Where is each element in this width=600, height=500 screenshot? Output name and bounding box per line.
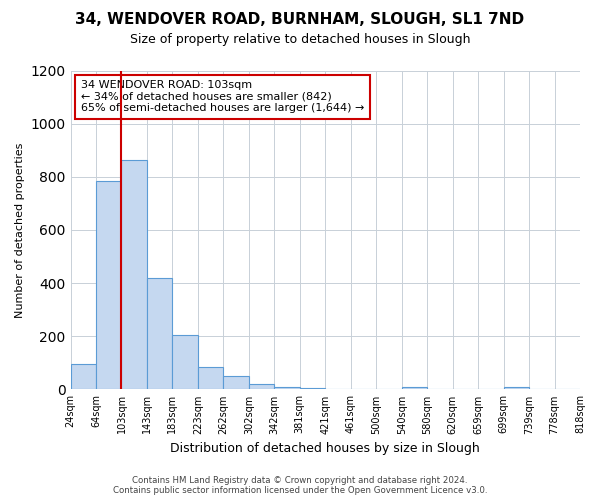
Bar <box>147 278 172 390</box>
Bar <box>96 181 121 390</box>
X-axis label: Distribution of detached houses by size in Slough: Distribution of detached houses by size … <box>170 442 480 455</box>
Text: Size of property relative to detached houses in Slough: Size of property relative to detached ho… <box>130 32 470 46</box>
Bar <box>300 388 325 390</box>
Bar <box>401 387 427 390</box>
Bar <box>503 387 529 390</box>
Bar <box>71 364 96 390</box>
Bar <box>223 376 249 390</box>
Bar <box>198 367 223 390</box>
Text: 34 WENDOVER ROAD: 103sqm
← 34% of detached houses are smaller (842)
65% of semi-: 34 WENDOVER ROAD: 103sqm ← 34% of detach… <box>81 80 364 114</box>
Bar <box>172 335 198 390</box>
Y-axis label: Number of detached properties: Number of detached properties <box>15 142 25 318</box>
Text: 34, WENDOVER ROAD, BURNHAM, SLOUGH, SL1 7ND: 34, WENDOVER ROAD, BURNHAM, SLOUGH, SL1 … <box>76 12 524 28</box>
Bar <box>249 384 274 390</box>
Bar <box>274 387 300 390</box>
Bar <box>121 160 147 390</box>
Text: Contains HM Land Registry data © Crown copyright and database right 2024.
Contai: Contains HM Land Registry data © Crown c… <box>113 476 487 495</box>
